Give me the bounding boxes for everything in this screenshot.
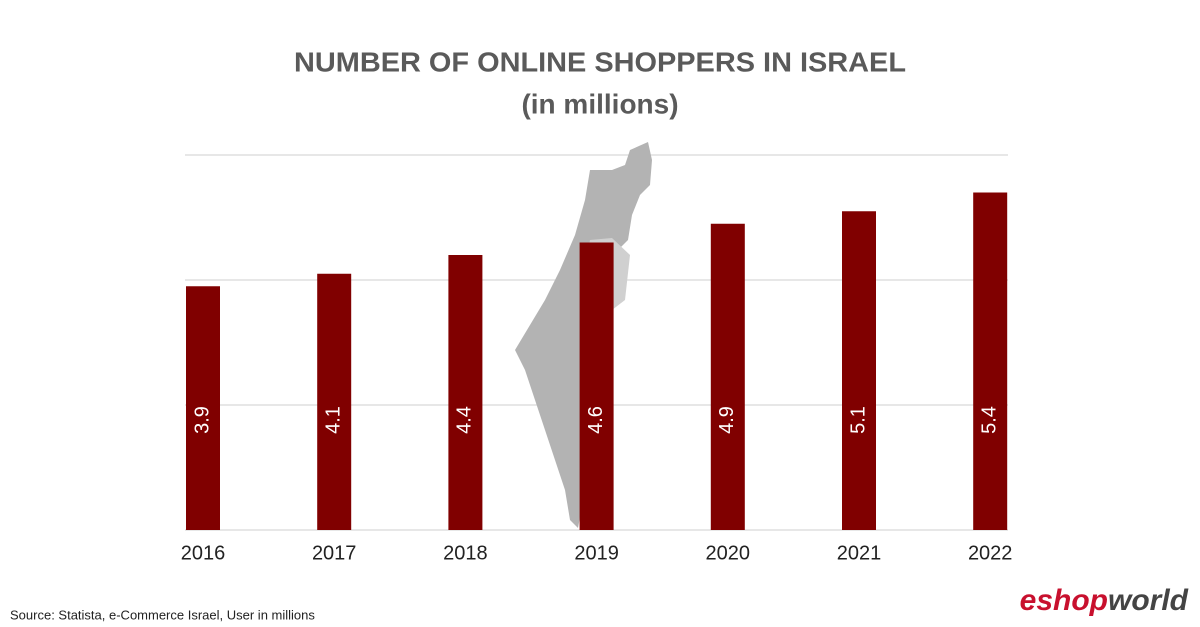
value-label: 5.4 (978, 406, 1000, 434)
bar (448, 255, 483, 530)
value-label: 4.6 (585, 406, 607, 434)
x-tick-label: 2021 (837, 542, 882, 564)
source-note: Source: Statista, e-Commerce Israel, Use… (10, 607, 315, 622)
bar (186, 286, 220, 530)
brand-suffix: world (1108, 584, 1189, 617)
brand-prefix: eshop (1020, 584, 1108, 617)
x-tick-label: 2016 (181, 542, 226, 564)
x-tick-label: 2018 (443, 542, 488, 564)
chart-title: NUMBER OF ONLINE SHOPPERS IN ISRAEL (294, 46, 906, 77)
x-tick-label: 2017 (312, 542, 357, 564)
x-tick-label: 2019 (574, 542, 619, 564)
x-tick-label: 2022 (968, 542, 1013, 564)
bar (317, 273, 352, 530)
bar (842, 211, 876, 530)
value-label: 4.1 (322, 406, 344, 434)
bar (973, 192, 1008, 530)
value-label: 4.4 (454, 406, 476, 434)
value-label: 5.1 (847, 406, 869, 434)
chart-subtitle: (in millions) (521, 88, 678, 119)
bar (710, 223, 745, 530)
value-label: 4.9 (716, 406, 738, 434)
x-tick-label: 2020 (706, 542, 751, 564)
brand-logo: eshopworld (1020, 584, 1189, 617)
value-label: 3.9 (191, 406, 213, 434)
bar (579, 242, 614, 530)
bars: 3.9 4.1 4.4 4.6 4.9 5.1 5.4 (186, 192, 1008, 530)
